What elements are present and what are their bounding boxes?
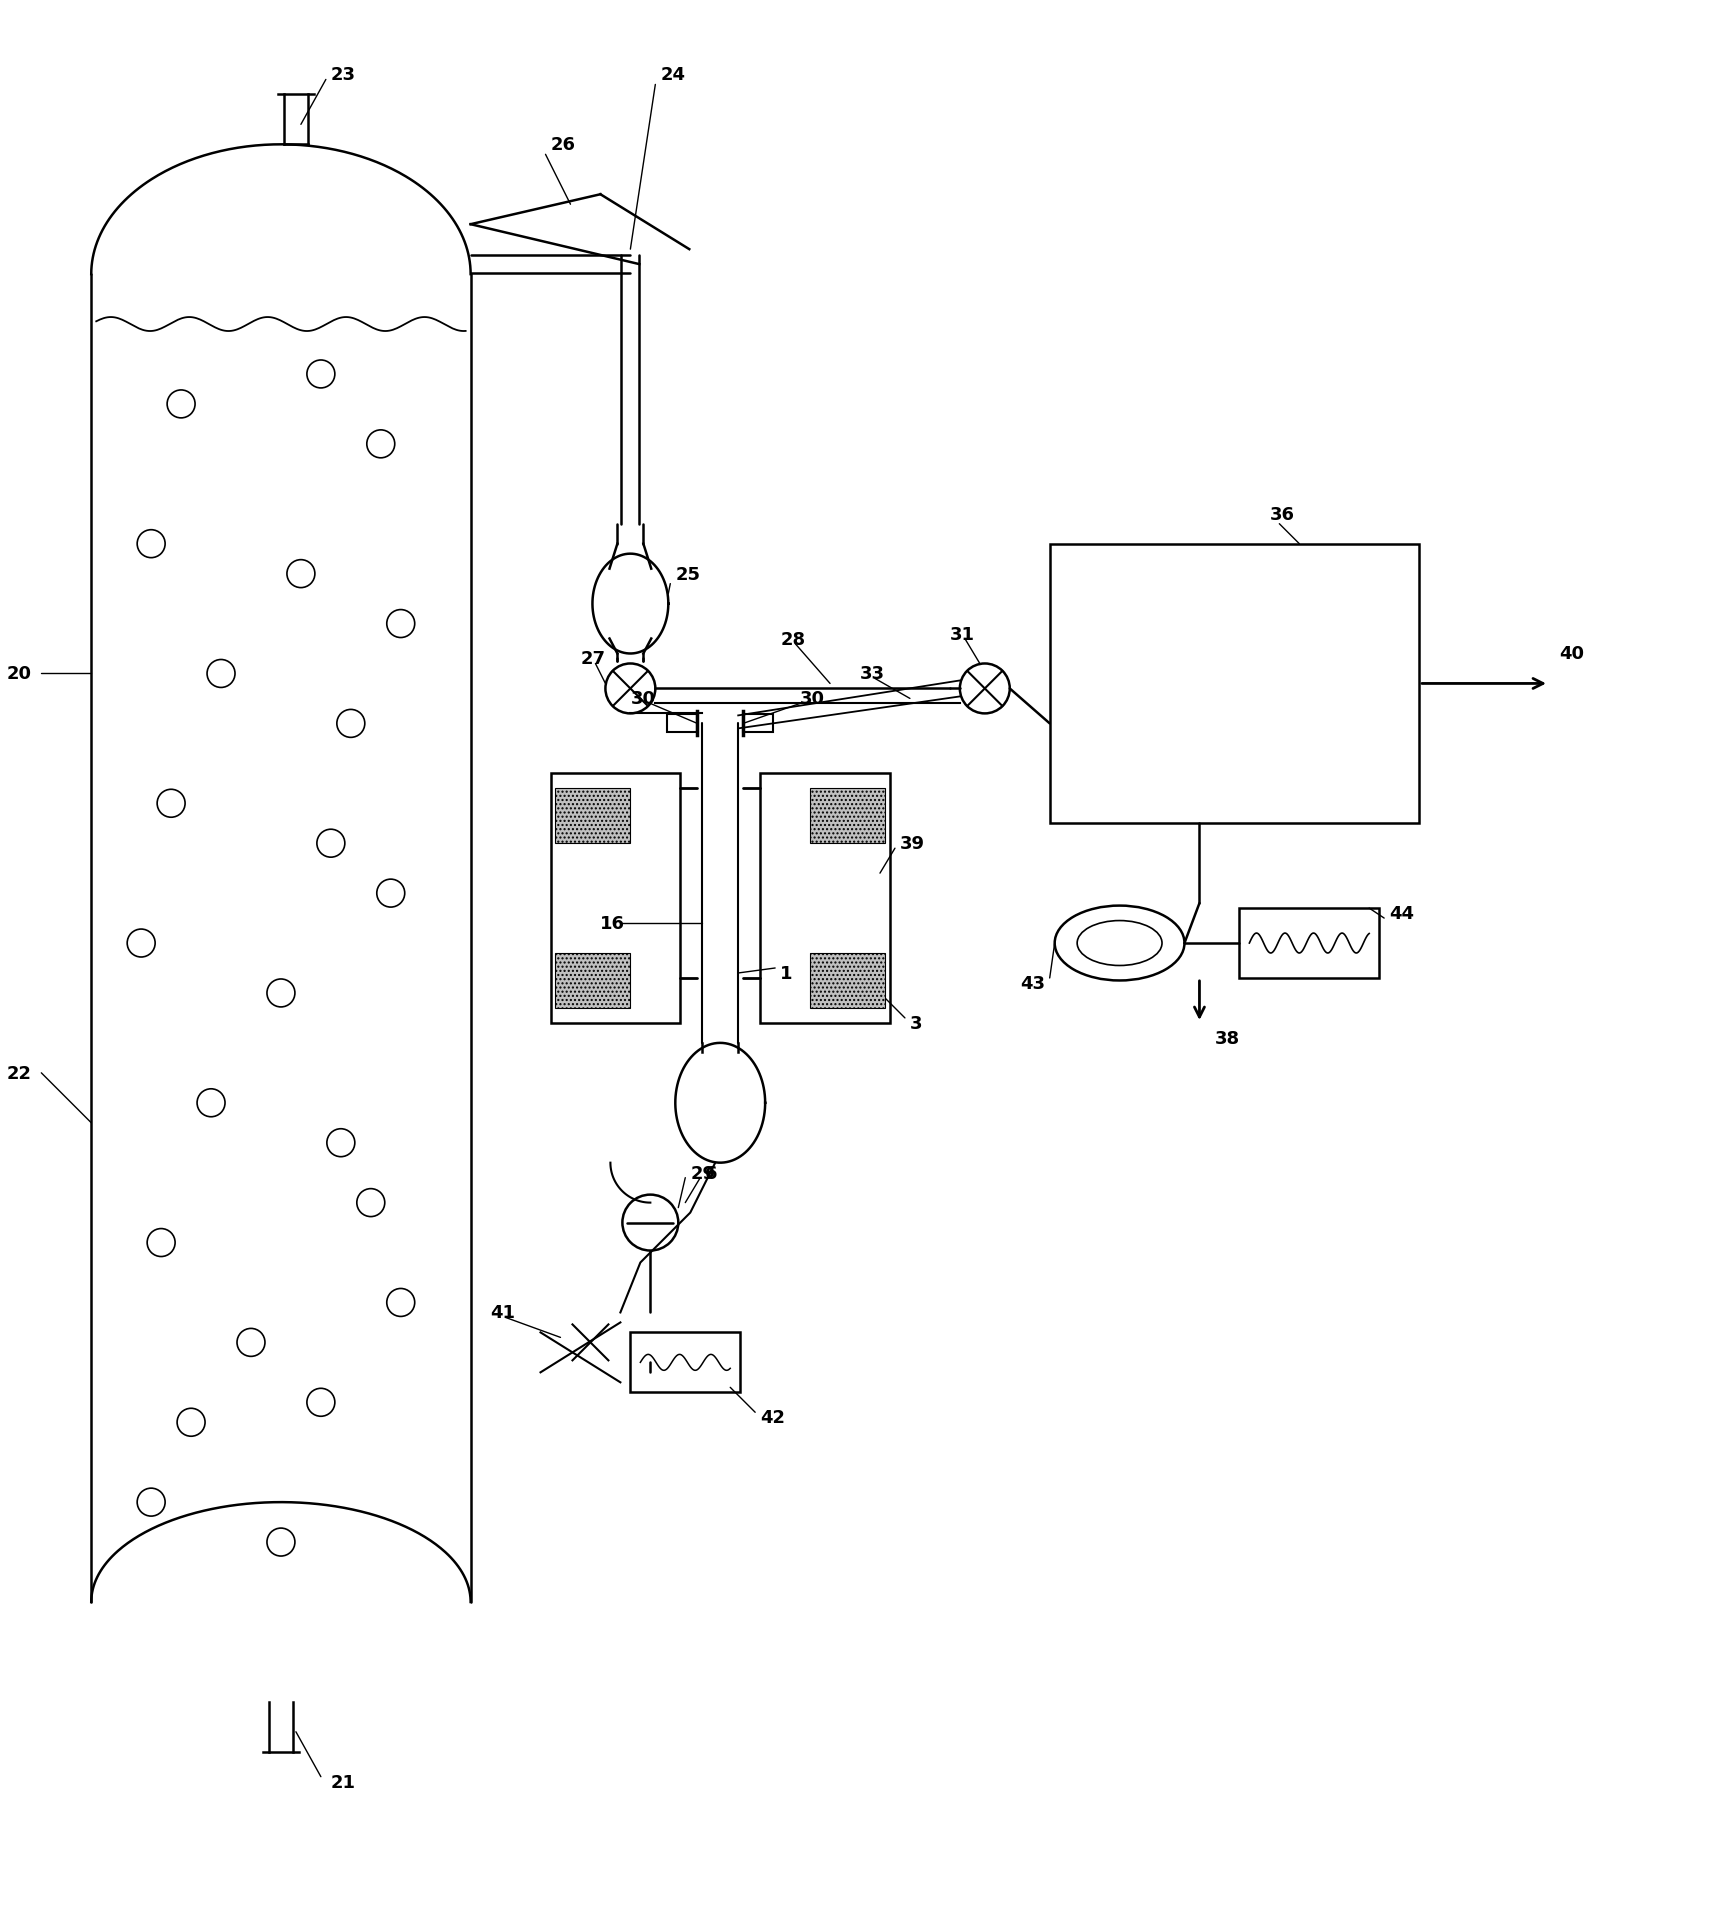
Bar [550,773,680,1023]
Text: 43: 43 [1019,975,1045,992]
Text: 30: 30 [630,690,656,708]
Text: 27: 27 [580,650,605,667]
Text: 3: 3 [909,1013,923,1033]
Text: 44: 44 [1389,904,1414,923]
Text: 40: 40 [1559,644,1584,663]
Text: 29: 29 [690,1163,716,1183]
Bar [555,788,630,844]
Bar [1051,544,1420,823]
Text: 25: 25 [674,565,700,583]
Circle shape [623,1194,678,1250]
Text: 24: 24 [661,67,685,85]
Bar [630,1333,740,1392]
Text: 38: 38 [1214,1029,1240,1048]
Text: 21: 21 [331,1773,355,1790]
Text: 39: 39 [900,835,925,852]
Bar [555,954,630,1008]
Bar [811,954,885,1008]
Circle shape [605,663,656,713]
Bar [1239,908,1380,979]
Text: 16: 16 [600,915,626,933]
Text: 42: 42 [761,1408,785,1427]
Text: 23: 23 [331,67,355,85]
Text: 33: 33 [861,665,885,683]
Text: 28: 28 [780,631,806,648]
Text: 31: 31 [950,625,975,642]
Text: 20: 20 [7,665,31,683]
Text: 26: 26 [550,137,576,154]
Text: 1: 1 [780,965,792,983]
Bar [811,788,885,844]
Text: 30: 30 [800,690,825,708]
Text: 22: 22 [7,1063,31,1083]
Bar [743,715,773,733]
Bar [761,773,890,1023]
Circle shape [959,663,1009,713]
Text: 6: 6 [706,1163,718,1183]
Text: 36: 36 [1270,506,1294,523]
Bar [668,715,697,733]
Text: 41: 41 [490,1304,516,1321]
Ellipse shape [1054,906,1185,981]
